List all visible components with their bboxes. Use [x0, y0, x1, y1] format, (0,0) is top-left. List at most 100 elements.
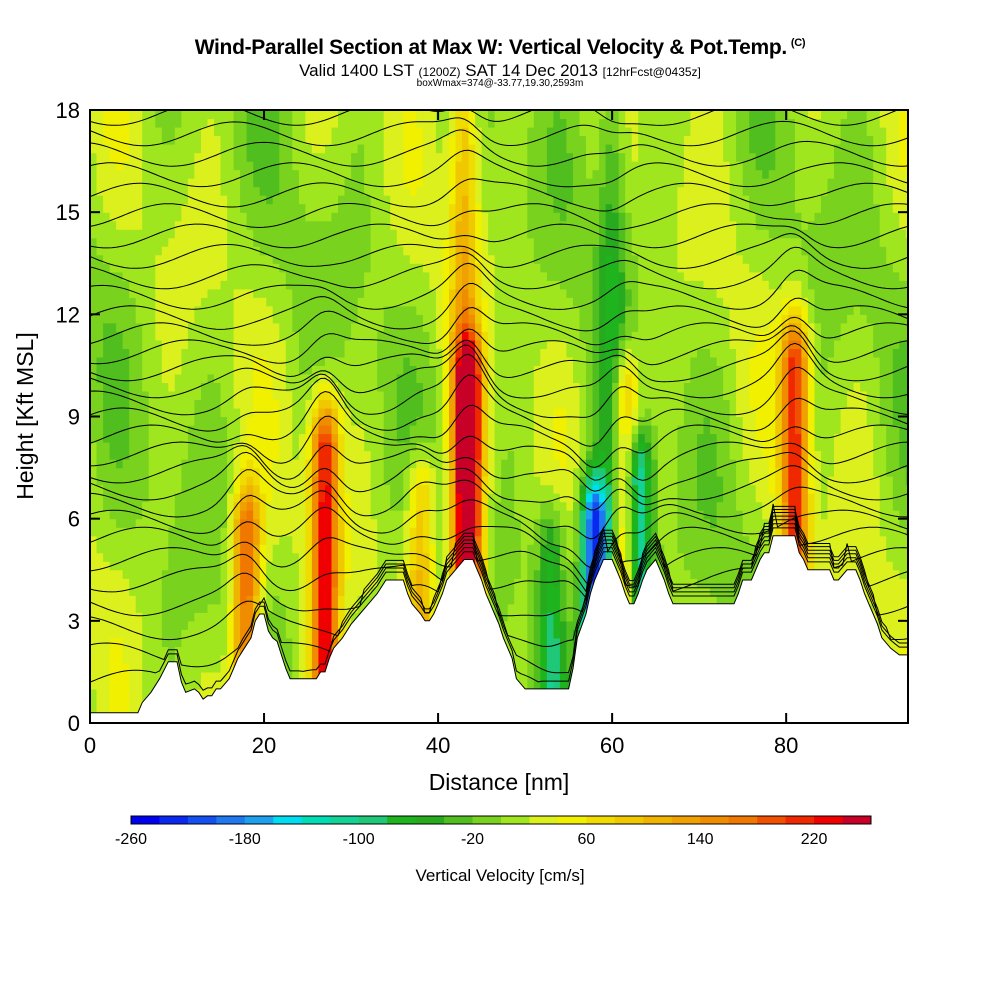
- velocity-cell: [481, 382, 489, 392]
- velocity-cell: [90, 152, 98, 162]
- velocity-cell: [122, 510, 130, 520]
- velocity-cell: [318, 612, 326, 622]
- velocity-cell: [364, 322, 372, 332]
- velocity-cell: [240, 152, 248, 162]
- velocity-cell: [520, 322, 528, 332]
- velocity-cell: [462, 552, 470, 562]
- velocity-cell: [514, 356, 522, 366]
- velocity-cell: [298, 161, 306, 171]
- velocity-cell: [540, 646, 548, 656]
- velocity-cell: [442, 442, 450, 452]
- velocity-cell: [109, 425, 117, 435]
- velocity-cell: [148, 305, 156, 315]
- velocity-cell: [435, 203, 443, 213]
- velocity-cell: [227, 595, 235, 605]
- velocity-cell: [442, 195, 450, 205]
- velocity-cell: [305, 271, 313, 281]
- velocity-cell: [488, 425, 496, 435]
- velocity-cell: [390, 467, 398, 477]
- velocity-cell: [409, 595, 417, 605]
- velocity-cell: [351, 195, 359, 205]
- velocity-cell: [220, 416, 228, 426]
- velocity-cell: [338, 203, 346, 213]
- velocity-cell: [318, 246, 326, 256]
- velocity-cell: [116, 314, 124, 324]
- velocity-cell: [462, 339, 470, 349]
- velocity-cell: [311, 501, 319, 511]
- velocity-cell: [520, 152, 528, 162]
- velocity-cell: [174, 612, 182, 622]
- velocity-cell: [377, 442, 385, 452]
- velocity-cell: [174, 620, 182, 630]
- velocity-cell: [507, 339, 515, 349]
- velocity-cell: [90, 510, 98, 520]
- velocity-cell: [148, 348, 156, 358]
- velocity-cell: [416, 118, 424, 128]
- velocity-cell: [214, 348, 222, 358]
- velocity-cell: [533, 212, 541, 222]
- velocity-cell: [207, 365, 215, 375]
- velocity-cell: [449, 203, 457, 213]
- velocity-cell: [435, 382, 443, 392]
- velocity-cell: [122, 433, 130, 443]
- velocity-cell: [364, 433, 372, 443]
- velocity-cell: [161, 459, 169, 469]
- velocity-cell: [325, 408, 333, 418]
- velocity-cell: [181, 331, 189, 341]
- velocity-cell: [494, 280, 502, 290]
- velocity-cell: [501, 212, 509, 222]
- velocity-cell: [240, 459, 248, 469]
- velocity-cell: [468, 297, 476, 307]
- velocity-cell: [357, 484, 365, 494]
- velocity-cell: [103, 178, 111, 188]
- velocity-cell: [122, 237, 130, 247]
- velocity-cell: [109, 391, 117, 401]
- velocity-cell: [168, 212, 176, 222]
- velocity-cell: [246, 331, 254, 341]
- velocity-cell: [142, 646, 150, 656]
- velocity-cell: [331, 365, 339, 375]
- velocity-cell: [285, 348, 293, 358]
- velocity-cell: [527, 152, 535, 162]
- velocity-cell: [207, 425, 215, 435]
- velocity-cell: [377, 263, 385, 273]
- velocity-cell: [116, 612, 124, 622]
- velocity-cell: [259, 288, 267, 298]
- velocity-cell: [357, 459, 365, 469]
- velocity-cell: [462, 118, 470, 128]
- velocity-cell: [220, 510, 228, 520]
- velocity-cell: [129, 110, 137, 120]
- velocity-cell: [305, 280, 313, 290]
- velocity-cell: [520, 595, 528, 605]
- velocity-cell: [396, 442, 404, 452]
- velocity-cell: [253, 314, 261, 324]
- velocity-cell: [220, 314, 228, 324]
- velocity-cell: [429, 288, 437, 298]
- velocity-cell: [442, 467, 450, 477]
- velocity-cell: [103, 442, 111, 452]
- velocity-cell: [403, 544, 411, 554]
- velocity-cell: [253, 586, 261, 596]
- velocity-cell: [351, 399, 359, 409]
- velocity-cell: [233, 263, 241, 273]
- velocity-cell: [148, 382, 156, 392]
- velocity-cell: [279, 569, 287, 579]
- velocity-cell: [416, 603, 424, 613]
- velocity-cell: [533, 552, 541, 562]
- velocity-cell: [422, 442, 430, 452]
- velocity-cell: [318, 391, 326, 401]
- velocity-cell: [220, 518, 228, 528]
- velocity-cell: [168, 280, 176, 290]
- velocity-cell: [155, 637, 163, 647]
- velocity-cell: [96, 493, 104, 503]
- velocity-cell: [109, 578, 117, 588]
- velocity-cell: [272, 322, 280, 332]
- velocity-cell: [494, 552, 502, 562]
- velocity-cell: [233, 416, 241, 426]
- velocity-cell: [527, 425, 535, 435]
- velocity-cell: [527, 339, 535, 349]
- velocity-cell: [227, 229, 235, 239]
- velocity-cell: [292, 663, 300, 673]
- velocity-cell: [109, 203, 117, 213]
- velocity-cell: [422, 263, 430, 273]
